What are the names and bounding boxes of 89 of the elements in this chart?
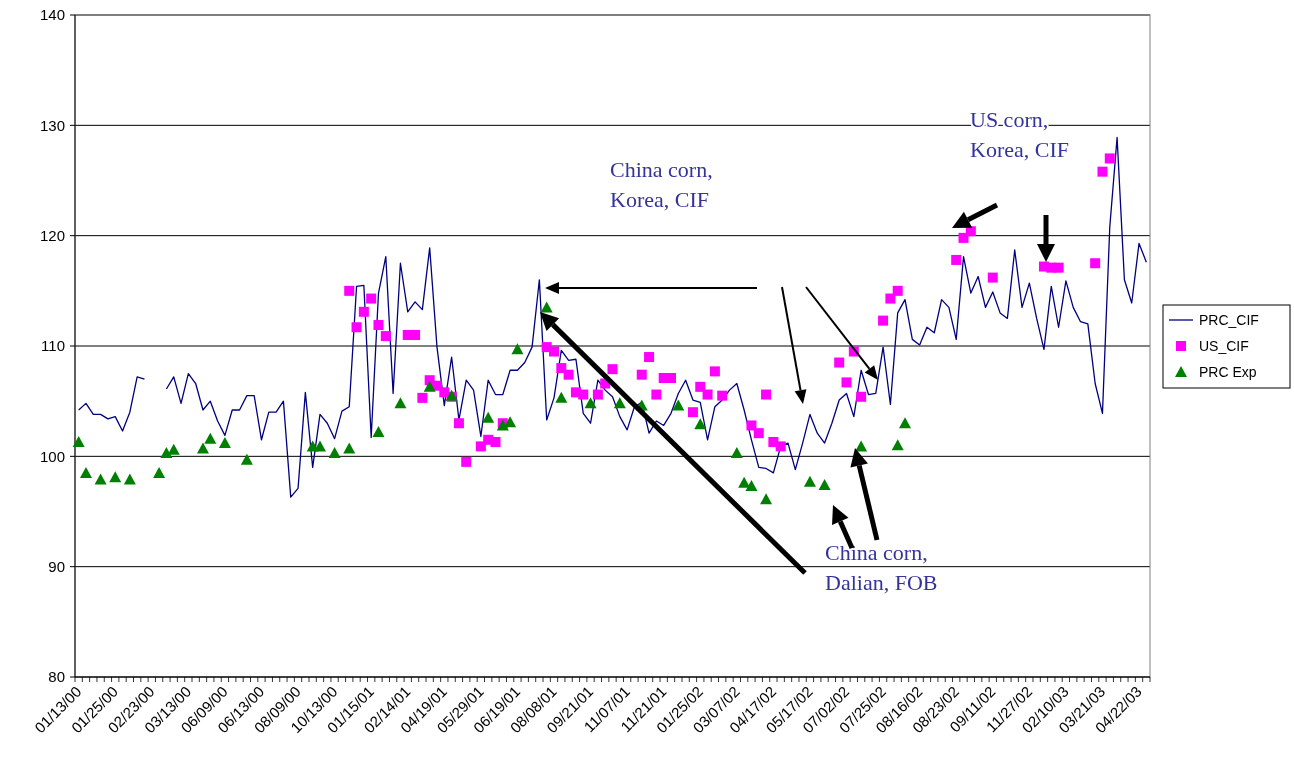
point: [818, 479, 831, 491]
point: [439, 387, 450, 398]
point: [636, 369, 647, 380]
point: [380, 331, 391, 342]
point: [899, 417, 912, 429]
point: [410, 329, 421, 340]
point: [373, 320, 384, 331]
point: [328, 447, 341, 459]
point: [695, 381, 706, 392]
point: [951, 254, 962, 265]
point: [892, 285, 903, 296]
point: [753, 428, 764, 439]
point: [1090, 258, 1101, 269]
point: [153, 466, 166, 478]
point: [313, 440, 326, 452]
point: [584, 397, 597, 409]
point: [730, 447, 743, 459]
y-tick-label: 110: [41, 337, 65, 355]
point: [109, 471, 122, 483]
annotation: China corn, Dalian, FOB: [825, 540, 938, 595]
point: [717, 390, 728, 401]
point: [358, 306, 369, 317]
point: [775, 441, 786, 452]
point: [453, 418, 464, 429]
y-tick-label: 100: [39, 447, 65, 465]
point: [160, 447, 173, 459]
point: [958, 232, 969, 243]
y-tick-label: 80: [48, 668, 65, 686]
annotation: China corn, Korea, CIF: [610, 157, 713, 212]
legend-label: US_CIF: [1199, 337, 1249, 354]
point: [672, 399, 685, 411]
point: [987, 272, 998, 283]
legend-label: PRC_CIF: [1199, 311, 1259, 328]
point: [746, 420, 757, 431]
y-tick-label: 130: [39, 116, 65, 134]
y-tick-label: 90: [48, 557, 65, 575]
point: [841, 377, 852, 388]
point: [556, 363, 567, 374]
point: [613, 397, 626, 409]
point: [702, 389, 713, 400]
point: [885, 293, 896, 304]
point: [592, 389, 603, 400]
point: [760, 493, 773, 505]
point: [417, 392, 428, 403]
point: [709, 366, 720, 377]
point: [855, 440, 868, 452]
point: [366, 293, 377, 304]
legend-label: PRC Exp: [1199, 363, 1257, 380]
point: [511, 343, 524, 355]
point: [745, 480, 758, 492]
point: [343, 442, 356, 454]
point: [1053, 262, 1064, 273]
point: [1097, 166, 1108, 177]
point: [891, 439, 904, 451]
point: [651, 389, 662, 400]
y-tick-label: 140: [39, 6, 65, 24]
point: [94, 473, 107, 485]
point: [644, 352, 655, 363]
point: [578, 389, 589, 400]
point: [344, 285, 355, 296]
point: [394, 397, 407, 409]
point: [540, 301, 553, 313]
point: [878, 315, 889, 326]
point: [1104, 153, 1115, 164]
point: [555, 391, 568, 403]
point: [218, 437, 231, 449]
point: [123, 473, 136, 485]
point: [761, 389, 772, 400]
point: [856, 391, 867, 402]
point: [204, 432, 217, 444]
point: [834, 357, 845, 368]
point: [687, 407, 698, 418]
y-tick-label: 120: [39, 226, 65, 244]
point: [607, 364, 618, 375]
point: [72, 435, 85, 447]
point: [803, 475, 816, 487]
point: [504, 416, 517, 428]
point: [694, 418, 707, 430]
point: [196, 442, 209, 454]
point: [549, 346, 559, 357]
point: [240, 453, 253, 465]
point: [79, 466, 92, 478]
point: [351, 322, 362, 333]
point: [482, 411, 495, 423]
point: [372, 426, 385, 438]
point: [490, 436, 501, 447]
point: [563, 369, 574, 380]
point: [423, 380, 436, 392]
point: [461, 456, 472, 467]
